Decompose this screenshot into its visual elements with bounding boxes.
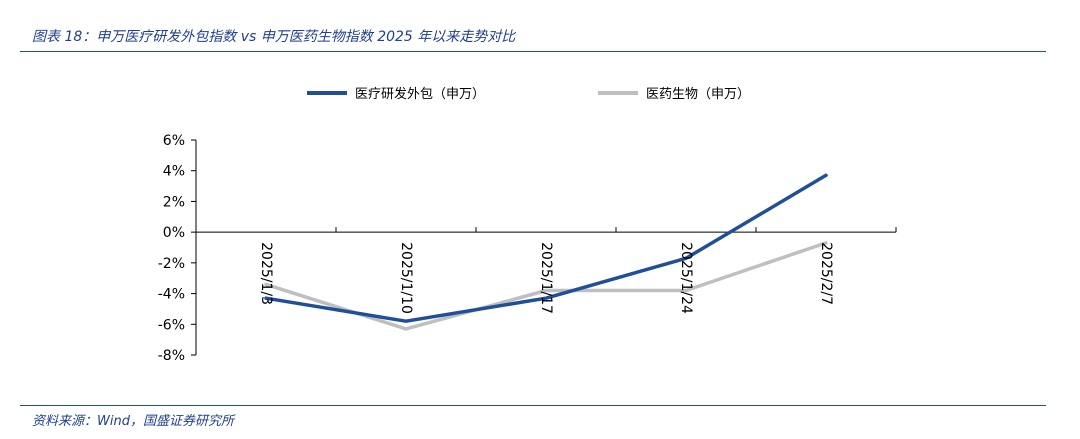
y-tick-label: -4% <box>158 287 185 303</box>
legend-label-outsourcing: 医疗研发外包（申万） <box>355 86 485 102</box>
y-tick-label: 4% <box>163 164 185 180</box>
source-rule <box>20 405 1046 406</box>
y-tick-label: 0% <box>163 225 185 241</box>
chart-legend: 医疗研发外包（申万） 医药生物（申万） <box>307 86 750 102</box>
series-layer <box>264 173 828 331</box>
figure-title: 图表 18：申万医疗研发外包指数 vs 申万医药生物指数 2025 年以来走势对… <box>32 29 516 45</box>
y-tick-label: -6% <box>158 317 185 333</box>
x-tick-labels: 2025/1/3 2025/1/10 2025/1/17 2025/1/24 2025/… <box>258 242 834 314</box>
y-tick-label: 6% <box>163 133 185 149</box>
figure-source: 资料来源：Wind，国盛证券研究所 <box>32 414 234 429</box>
series-line-outsourcing <box>264 173 828 323</box>
y-tick-label: -8% <box>158 348 185 364</box>
legend-label-pharma: 医药生物（申万） <box>646 87 750 102</box>
x-tick-label: 2025/2/7 <box>818 242 834 305</box>
chart-axes: 6% 4% 2% 0% -2% -4% -6% -8% <box>158 133 897 364</box>
y-tick-label: -2% <box>158 256 185 272</box>
x-tick-label: 2025/1/17 <box>538 242 554 314</box>
x-tick-label: 2025/1/3 <box>258 242 274 305</box>
x-tick-label: 2025/1/10 <box>398 242 414 314</box>
y-tick-label: 2% <box>163 194 185 210</box>
title-rule <box>20 51 1046 52</box>
x-tick-label: 2025/1/24 <box>678 242 694 314</box>
